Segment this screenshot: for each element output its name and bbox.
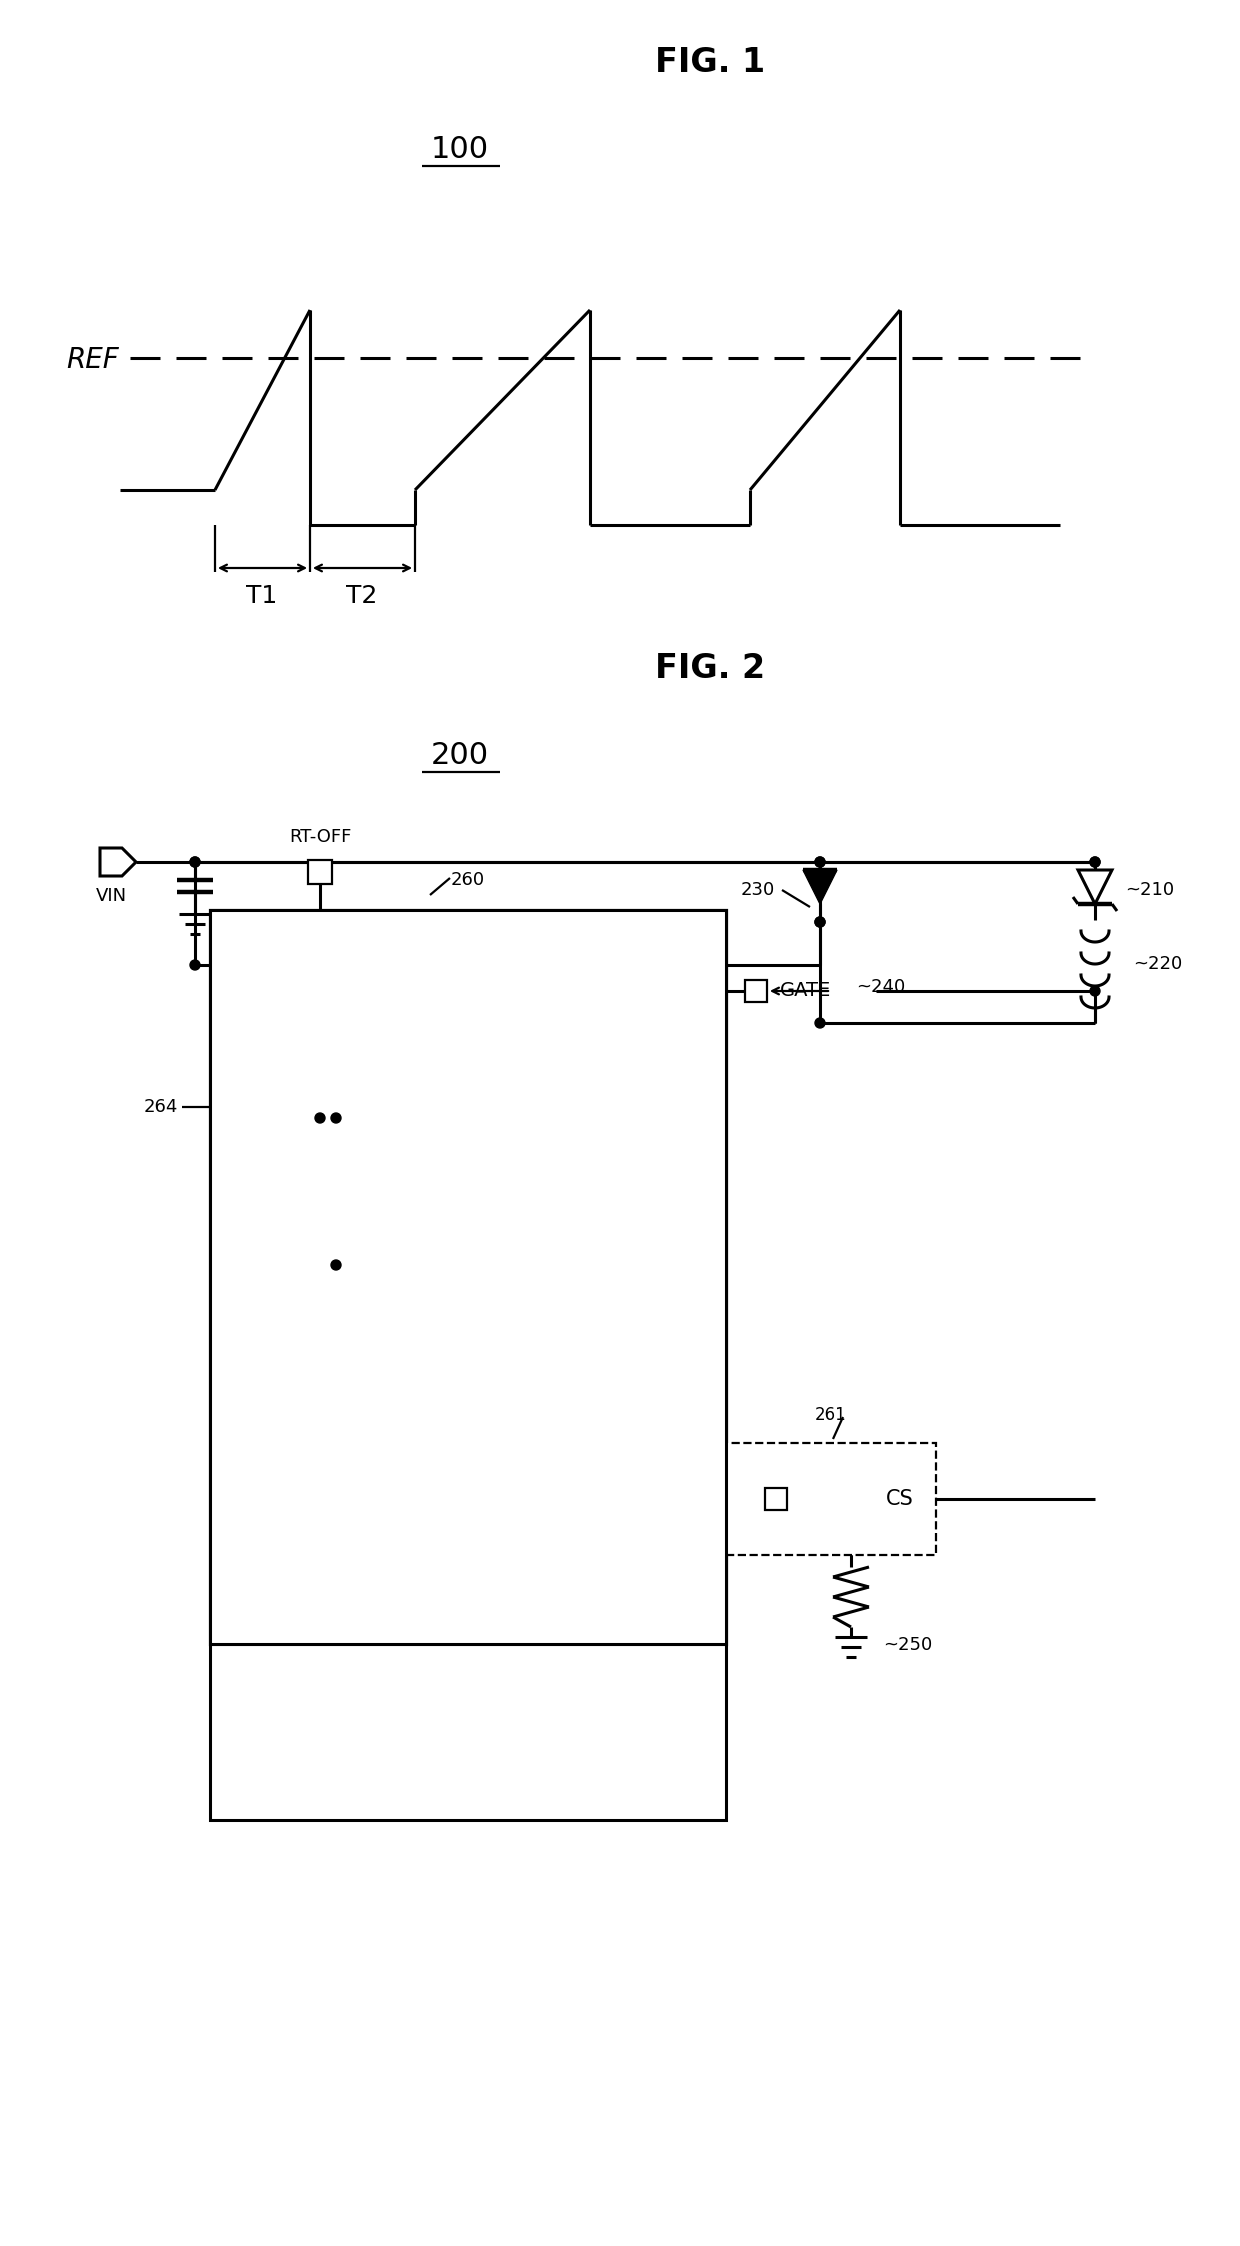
Text: 266: 266 — [572, 941, 604, 959]
Text: SWITCH: SWITCH — [563, 1006, 634, 1024]
Text: CS: CS — [887, 1489, 914, 1509]
Circle shape — [815, 1017, 825, 1029]
Circle shape — [1090, 986, 1100, 995]
Text: S: S — [510, 984, 518, 997]
Circle shape — [190, 959, 200, 970]
Bar — [248, 993, 424, 1119]
Text: 200: 200 — [432, 741, 489, 770]
Circle shape — [190, 858, 200, 867]
Circle shape — [815, 858, 825, 867]
Circle shape — [1090, 858, 1100, 867]
Text: CLR: CLR — [548, 1114, 575, 1127]
Circle shape — [815, 858, 825, 867]
Text: Q: Q — [677, 984, 688, 997]
Text: RT-OFF: RT-OFF — [289, 829, 351, 847]
Polygon shape — [1078, 869, 1112, 903]
Circle shape — [331, 1260, 341, 1269]
Circle shape — [315, 1114, 325, 1123]
Text: ~210: ~210 — [1125, 880, 1174, 898]
Bar — [725, 1442, 936, 1554]
Text: UNIT: UNIT — [277, 1354, 316, 1372]
Text: Average: Average — [346, 1615, 419, 1633]
Text: OFF-TIME: OFF-TIME — [295, 1015, 377, 1033]
Bar — [210, 910, 725, 1819]
Text: 260: 260 — [451, 871, 485, 889]
Text: ~250: ~250 — [883, 1635, 932, 1653]
Text: R: R — [510, 1114, 518, 1127]
Circle shape — [190, 858, 200, 867]
Polygon shape — [100, 849, 136, 876]
Text: 230: 230 — [740, 880, 775, 898]
Bar — [210, 910, 725, 1644]
Bar — [308, 860, 332, 885]
Bar — [210, 910, 725, 1644]
Text: 262: 262 — [367, 1428, 398, 1446]
Text: −: − — [221, 1361, 239, 1379]
Bar — [745, 979, 768, 1002]
Polygon shape — [216, 1276, 401, 1415]
Text: +: + — [222, 1314, 238, 1332]
Text: COMPARISON: COMPARISON — [241, 1318, 352, 1336]
Text: ~240: ~240 — [856, 977, 905, 995]
Text: 264: 264 — [144, 1098, 179, 1116]
Bar — [765, 1489, 787, 1509]
Circle shape — [815, 916, 825, 928]
Bar — [299, 1464, 466, 1536]
Text: $\bar{Q}$: $\bar{Q}$ — [677, 1112, 689, 1130]
Text: VIN: VIN — [95, 887, 126, 905]
Circle shape — [1090, 858, 1100, 867]
Text: FIG. 2: FIG. 2 — [655, 651, 765, 685]
Bar — [500, 977, 696, 1134]
Text: 100: 100 — [432, 135, 489, 164]
Text: SET: SET — [549, 984, 575, 997]
Text: UNIT: UNIT — [577, 1060, 620, 1078]
Text: DRIVING: DRIVING — [559, 1033, 636, 1051]
Text: REF: REF — [67, 346, 119, 375]
Text: FIG. 1: FIG. 1 — [655, 45, 765, 79]
Circle shape — [331, 1114, 341, 1123]
Text: ~263: ~263 — [432, 1309, 476, 1327]
Bar — [210, 910, 725, 1644]
Polygon shape — [804, 869, 837, 903]
Text: FOLDER: FOLDER — [346, 1480, 419, 1498]
Bar — [228, 968, 715, 1244]
Circle shape — [815, 916, 825, 928]
Text: 261: 261 — [815, 1406, 847, 1424]
Text: 265~: 265~ — [345, 939, 391, 957]
Text: T2: T2 — [346, 584, 378, 609]
Text: UNIT: UNIT — [361, 1507, 404, 1525]
Text: T1: T1 — [247, 584, 278, 609]
Text: CONTROL: CONTROL — [293, 1040, 379, 1060]
Text: GATE: GATE — [780, 982, 831, 999]
Text: UNIT: UNIT — [315, 1067, 357, 1085]
Bar — [372, 1579, 393, 1599]
Text: ~220: ~220 — [1133, 955, 1182, 973]
